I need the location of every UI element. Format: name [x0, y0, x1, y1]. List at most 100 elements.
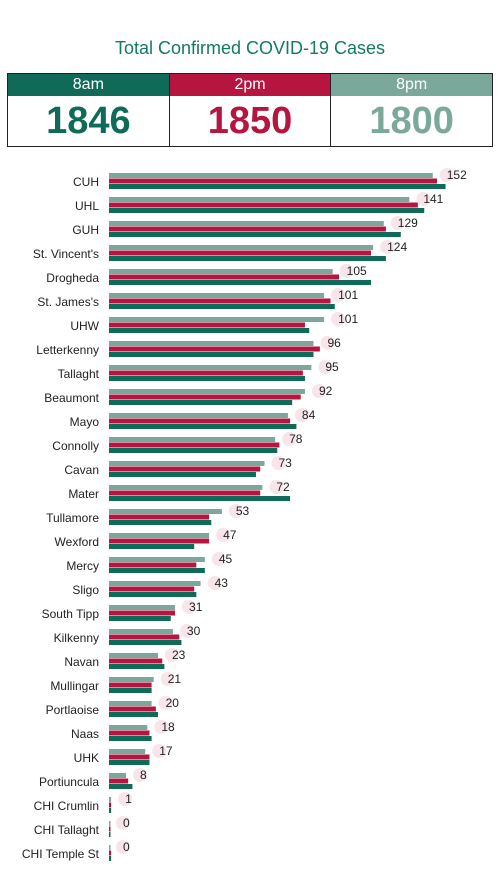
bar-8pm [109, 605, 176, 610]
data-label-bg [116, 840, 130, 854]
data-label: 92 [319, 384, 333, 398]
category-label: Tullamore [46, 511, 99, 525]
bar-2pm [109, 634, 180, 640]
bar-2pm [109, 346, 320, 352]
data-label-bg [282, 432, 297, 446]
data-label: 53 [236, 504, 250, 518]
summary-value-2pm: 1850 [169, 96, 331, 146]
category-label: Mullingar [50, 679, 99, 693]
data-label: 101 [338, 288, 358, 302]
category-label: UHL [75, 199, 99, 213]
bar-2pm [109, 802, 112, 808]
category-label: South Tipp [42, 607, 100, 621]
data-label-bg [416, 192, 431, 206]
category-label: Mercy [66, 559, 99, 573]
data-label: 0 [123, 840, 130, 854]
bar-8pm [109, 437, 276, 442]
data-label-bg [228, 504, 243, 518]
data-label: 78 [289, 432, 303, 446]
bar-8am [109, 544, 195, 549]
category-label: Naas [71, 727, 99, 741]
bar-8pm [109, 581, 201, 586]
data-label-bg [152, 744, 167, 758]
data-label: 21 [168, 672, 182, 686]
category-label: Tallaght [58, 367, 100, 381]
bar-8am [109, 280, 371, 285]
bar-8pm [109, 701, 152, 706]
category-label: UHK [74, 751, 99, 765]
bar-2pm [109, 250, 371, 256]
bar-2pm [109, 826, 111, 832]
data-label: 23 [172, 648, 186, 662]
summary-label-2pm: 2pm [169, 74, 331, 96]
bar-8pm [109, 461, 265, 466]
data-label-bg [164, 648, 179, 662]
bar-2pm [109, 226, 386, 232]
bar-2pm [109, 562, 197, 568]
data-label-bg [158, 696, 173, 710]
data-label-bg [182, 600, 197, 614]
bar-8pm [109, 389, 305, 394]
category-label: CHI Crumlin [34, 799, 99, 813]
category-label: St. James's [37, 295, 99, 309]
bar-8pm [109, 197, 410, 202]
bar-8am [109, 256, 386, 261]
data-label: 45 [219, 552, 233, 566]
data-label-bg [339, 264, 354, 278]
bar-8pm [109, 533, 210, 538]
data-label: 84 [302, 408, 316, 422]
bar-2pm [109, 418, 291, 424]
bar-8am [109, 400, 293, 405]
data-label-bg [294, 408, 309, 422]
bar-8pm [109, 317, 325, 322]
data-label-bg [318, 360, 333, 374]
bar-2pm [109, 730, 150, 736]
category-label: Mayo [70, 415, 100, 429]
bar-2pm [109, 778, 129, 784]
bar-2pm [109, 298, 331, 304]
data-label-bg [439, 168, 454, 182]
category-label: Drogheda [46, 271, 99, 285]
data-label: 31 [189, 600, 203, 614]
bar-8pm [109, 557, 205, 562]
data-label-bg [380, 240, 395, 254]
bar-2pm [109, 394, 301, 400]
category-label: St. Vincent's [33, 247, 99, 261]
data-label: 43 [215, 576, 229, 590]
bar-2pm [109, 466, 261, 472]
bar-8pm [109, 509, 222, 514]
category-label: Navan [64, 655, 99, 669]
category-label: Mater [68, 487, 99, 501]
bar-8pm [109, 221, 384, 226]
bar-2pm [109, 538, 210, 544]
summary-value-8am: 1846 [8, 96, 169, 146]
data-label-bg [331, 312, 346, 326]
data-label: 101 [338, 312, 358, 326]
data-label: 73 [278, 456, 292, 470]
data-label-bg [118, 792, 133, 806]
data-label-bg [331, 288, 346, 302]
bar-2pm [109, 442, 280, 448]
bar-8am [109, 328, 310, 333]
bar-8am [109, 808, 112, 813]
bar-8am [109, 184, 446, 189]
bar-2pm [109, 202, 418, 208]
summary-card-2pm: 2pm 1850 [169, 74, 332, 146]
bar-8pm [109, 845, 111, 850]
bar-8am [109, 520, 212, 525]
bar-8pm [109, 293, 325, 298]
data-label-bg [390, 216, 405, 230]
summary-value-8pm: 1800 [331, 96, 493, 146]
data-label-bg [320, 336, 335, 350]
bar-8am [109, 856, 112, 861]
bar-2pm [109, 370, 303, 376]
bar-8pm [109, 245, 374, 250]
bar-2pm [109, 754, 150, 760]
bar-8am [109, 472, 256, 477]
chart-title: Total Confirmed COVID-19 Cases [114, 38, 386, 58]
bar-8pm [109, 413, 288, 418]
category-label: Sligo [72, 583, 99, 597]
bar-8am [109, 616, 171, 621]
category-label: Beaumont [44, 391, 99, 405]
bar-8am [109, 784, 133, 789]
